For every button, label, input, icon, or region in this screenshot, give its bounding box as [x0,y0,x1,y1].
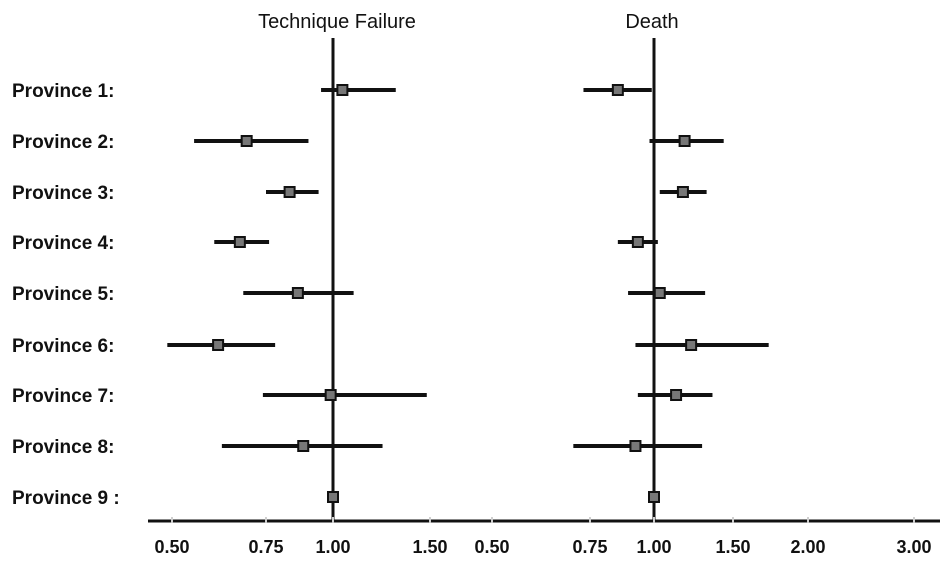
point-estimate [324,389,337,401]
point-estimate [631,236,644,248]
panel-title: Technique Failure [258,11,416,33]
row-label: Province 1: [12,81,114,102]
x-tick-label: 1.00 [315,537,350,557]
point-estimate [212,339,225,351]
point-estimate [685,339,698,351]
x-tick-label: 1.50 [412,537,447,557]
row-label: Province 2: [12,132,114,153]
point-estimate [670,389,683,401]
point-estimate [678,135,691,147]
x-tick-label: 3.00 [896,537,931,557]
x-tick-label: 0.75 [248,537,283,557]
row-label: Province 5: [12,284,114,305]
row-label: Province 4: [12,233,114,254]
x-tick-label: 1.50 [715,537,750,557]
point-estimate [676,186,689,198]
row-label: Province 3: [12,183,114,204]
point-estimate [240,135,253,147]
point-estimate [297,440,310,452]
x-tick-label: 0.50 [154,537,189,557]
point-estimate [653,287,666,299]
x-tick-label: 1.00 [636,537,671,557]
point-estimate [648,491,660,503]
point-estimate [283,186,296,198]
point-estimate [291,287,304,299]
point-estimate [327,491,339,503]
x-tick-label: 2.00 [790,537,825,557]
panel-title: Death [625,11,678,33]
point-estimate [611,84,624,96]
point-estimate [336,84,349,96]
x-tick-label: 0.50 [474,537,509,557]
row-label: Province 7: [12,386,114,407]
point-estimate [233,236,246,248]
row-label: Province 8: [12,437,114,458]
row-label: Province 6: [12,336,114,357]
point-estimate [629,440,642,452]
x-tick-label: 0.75 [572,537,607,557]
row-label: Province 9 : [12,488,120,509]
